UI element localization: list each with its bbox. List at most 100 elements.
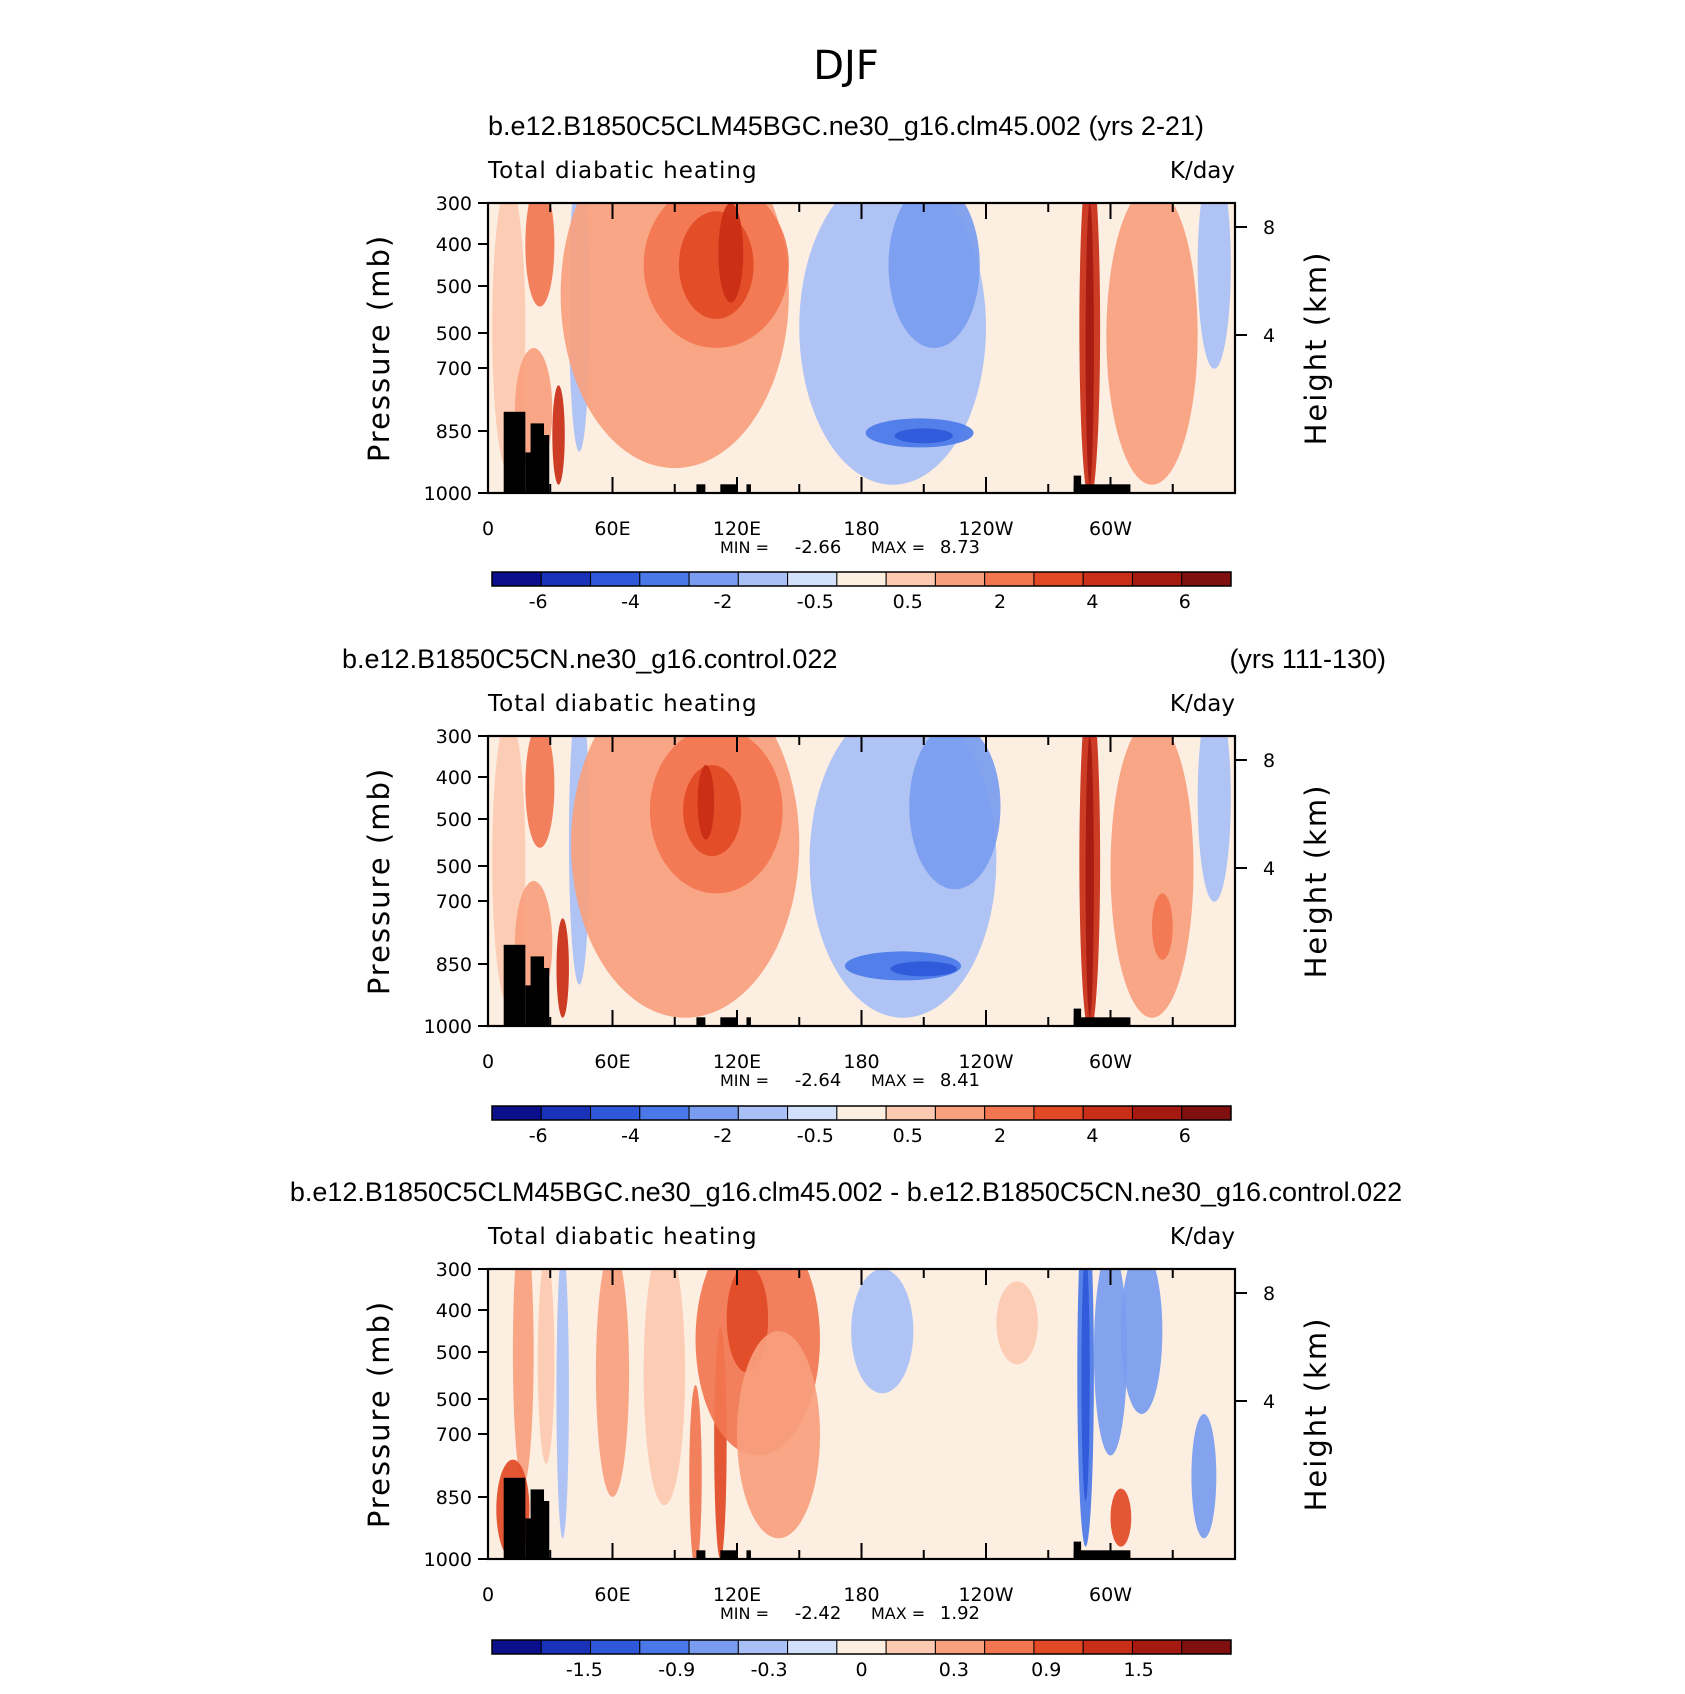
panel-1: b.e12.B1850C5CLM45BGC.ne30_g16.clm45.002… xyxy=(362,111,1333,613)
colorbar-box xyxy=(688,1105,739,1121)
topography-2 xyxy=(525,985,535,1026)
left-string: Total diabatic heating xyxy=(487,158,758,184)
max-value: 8.73 xyxy=(940,537,980,558)
field-contour-15 xyxy=(1106,203,1198,485)
field-contour-3 xyxy=(556,918,569,1018)
heatmap-field xyxy=(488,1269,1235,1559)
panel-title: b.e12.B1850C5CN.ne30_g16.control.022 xyxy=(342,644,837,674)
min-value: -2.42 xyxy=(795,1603,842,1624)
colorbar-box xyxy=(984,571,1035,587)
colorbar-label: -2 xyxy=(713,1125,732,1147)
x-tick-label: 0 xyxy=(482,1584,494,1606)
y-right-tick-label: 4 xyxy=(1263,1391,1275,1413)
colorbar-label: -6 xyxy=(529,1125,548,1147)
colorbar-box xyxy=(1033,1639,1084,1655)
topography-4 xyxy=(544,1501,550,1559)
heatmap-field xyxy=(488,203,1235,493)
colorbar-label: 4 xyxy=(1086,591,1098,613)
field-contour-3 xyxy=(556,1269,569,1539)
topography-9 xyxy=(1073,1550,1131,1559)
y-tick-label: 300 xyxy=(436,193,472,215)
field-contour-17 xyxy=(1110,1488,1132,1547)
colorbar-label: -0.3 xyxy=(751,1659,788,1681)
y-tick-label: 500 xyxy=(436,276,472,298)
topography-7 xyxy=(746,1550,751,1559)
max-value: 8.41 xyxy=(940,1070,980,1091)
y-tick-label: 400 xyxy=(436,1300,472,1322)
y-right-tick-label: 8 xyxy=(1263,750,1275,772)
field-contour-8 xyxy=(697,765,715,840)
field-contour-16 xyxy=(1197,203,1231,369)
field-contour-1 xyxy=(525,203,555,307)
field-contour-1 xyxy=(525,736,555,848)
field-contour-16 xyxy=(1120,1269,1163,1414)
colorbar-box xyxy=(934,1105,986,1121)
colorbar-box xyxy=(491,571,542,587)
field-contour-18 xyxy=(1191,1414,1217,1539)
y-tick-label: 400 xyxy=(436,767,472,789)
colorbar-box xyxy=(787,1639,838,1655)
colorbar-box xyxy=(639,571,690,587)
topography-6 xyxy=(720,1017,738,1026)
field-contour-4 xyxy=(595,1269,630,1497)
topography-6 xyxy=(720,484,738,493)
x-tick-label: 60W xyxy=(1089,518,1132,540)
topography-9 xyxy=(1073,484,1131,493)
field-contour-16 xyxy=(1152,893,1173,960)
colorbar-box xyxy=(984,1105,1035,1121)
topography-1 xyxy=(514,1501,518,1559)
max-label: MAX = xyxy=(871,538,925,557)
x-tick-label: 0 xyxy=(482,1051,494,1073)
field-contour-14 xyxy=(1085,203,1094,485)
topography-1 xyxy=(514,968,518,1026)
x-tick-label: 120E xyxy=(713,1584,761,1606)
colorbar-label: 0 xyxy=(855,1659,867,1681)
colorbar-frame xyxy=(491,1105,1232,1121)
topography-7 xyxy=(746,484,751,493)
colorbar-box xyxy=(590,1639,641,1655)
topography-5 xyxy=(696,484,706,493)
topography-2 xyxy=(525,452,535,493)
colorbar-box xyxy=(688,571,739,587)
field-contour-15 xyxy=(1110,736,1194,1018)
colorbar-box xyxy=(1033,571,1084,587)
colorbar-box xyxy=(787,1105,838,1121)
colorbar-label: 1.5 xyxy=(1124,1659,1154,1681)
min-label: MIN = xyxy=(720,1071,769,1090)
field-contour-8 xyxy=(718,203,744,303)
x-tick-label: 180 xyxy=(843,1584,879,1606)
y-right-axis-label: Height (km) xyxy=(1299,1317,1333,1512)
colorbar-box xyxy=(1131,1105,1183,1121)
max-label: MAX = xyxy=(871,1071,925,1090)
colorbar-box xyxy=(590,571,641,587)
colorbar-label: -4 xyxy=(621,591,640,613)
x-tick-label: 120W xyxy=(958,1584,1013,1606)
colorbar-label: 0.9 xyxy=(1031,1659,1061,1681)
panel-2: b.e12.B1850C5CN.ne30_g16.control.022 (yrs… xyxy=(342,644,1386,1147)
y-right-axis-label: Height (km) xyxy=(1299,251,1333,446)
right-string: K/day xyxy=(1170,1224,1235,1250)
field-contour-10 xyxy=(888,203,980,348)
x-tick-label: 0 xyxy=(482,518,494,540)
field-contour-14 xyxy=(1081,1269,1090,1501)
field-contour-10 xyxy=(909,736,1001,890)
y-tick-label: 850 xyxy=(436,421,472,443)
heatmap-field xyxy=(488,736,1235,1026)
topography-4 xyxy=(544,968,550,1026)
colorbar-label: -0.5 xyxy=(797,1125,834,1147)
colorbar-frame xyxy=(491,571,1232,587)
colorbar-label: -0.9 xyxy=(658,1659,695,1681)
y-tick-label: 500 xyxy=(436,1389,472,1411)
colorbar-box xyxy=(737,571,789,587)
colorbar-box xyxy=(688,1639,739,1655)
field-contour-15 xyxy=(1093,1269,1128,1456)
colorbar-label: -1.5 xyxy=(566,1659,603,1681)
y-tick-label: 500 xyxy=(436,1342,472,1364)
colorbar-box xyxy=(934,1639,986,1655)
colorbar-box xyxy=(787,571,838,587)
y-tick-label: 1000 xyxy=(424,1549,472,1571)
topography-3 xyxy=(530,423,545,493)
y-axis-label: Pressure (mb) xyxy=(362,234,396,462)
topography-9 xyxy=(1073,1017,1131,1026)
